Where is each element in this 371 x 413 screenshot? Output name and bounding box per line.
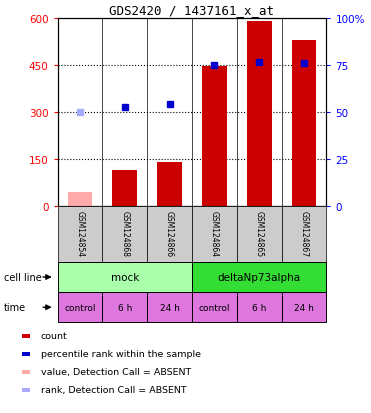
- Title: GDS2420 / 1437161_x_at: GDS2420 / 1437161_x_at: [109, 5, 275, 17]
- Text: GSM124866: GSM124866: [165, 210, 174, 256]
- Bar: [157, 163, 182, 206]
- Text: GSM124865: GSM124865: [255, 210, 264, 256]
- Text: deltaNp73alpha: deltaNp73alpha: [218, 272, 301, 282]
- Bar: [192, 292, 237, 323]
- Bar: [102, 292, 147, 323]
- Text: control: control: [64, 303, 96, 312]
- Bar: [22, 388, 30, 392]
- Text: GSM124868: GSM124868: [120, 210, 129, 256]
- Bar: [58, 262, 192, 292]
- Bar: [247, 22, 272, 206]
- Text: cell line: cell line: [4, 272, 42, 282]
- Text: 24 h: 24 h: [160, 303, 180, 312]
- Bar: [292, 40, 316, 206]
- Text: count: count: [41, 331, 68, 340]
- Bar: [282, 206, 326, 262]
- Bar: [22, 370, 30, 374]
- Text: GSM124867: GSM124867: [299, 210, 309, 256]
- Text: value, Detection Call = ABSENT: value, Detection Call = ABSENT: [41, 368, 191, 376]
- Bar: [58, 292, 102, 323]
- Bar: [112, 171, 137, 206]
- Text: 6 h: 6 h: [118, 303, 132, 312]
- Bar: [282, 292, 326, 323]
- Text: mock: mock: [111, 272, 139, 282]
- Text: rank, Detection Call = ABSENT: rank, Detection Call = ABSENT: [41, 385, 187, 394]
- Text: GSM124864: GSM124864: [210, 210, 219, 256]
- Text: GSM124854: GSM124854: [75, 210, 85, 256]
- Bar: [147, 292, 192, 323]
- Bar: [68, 192, 92, 206]
- Bar: [202, 67, 227, 206]
- Text: control: control: [198, 303, 230, 312]
- Bar: [237, 292, 282, 323]
- Text: 24 h: 24 h: [294, 303, 314, 312]
- Bar: [192, 206, 237, 262]
- Bar: [192, 262, 326, 292]
- Bar: [147, 206, 192, 262]
- Bar: [22, 352, 30, 356]
- Text: percentile rank within the sample: percentile rank within the sample: [41, 349, 201, 358]
- Bar: [22, 334, 30, 338]
- Bar: [102, 206, 147, 262]
- Text: time: time: [4, 302, 26, 313]
- Text: 6 h: 6 h: [252, 303, 266, 312]
- Bar: [58, 206, 102, 262]
- Bar: [237, 206, 282, 262]
